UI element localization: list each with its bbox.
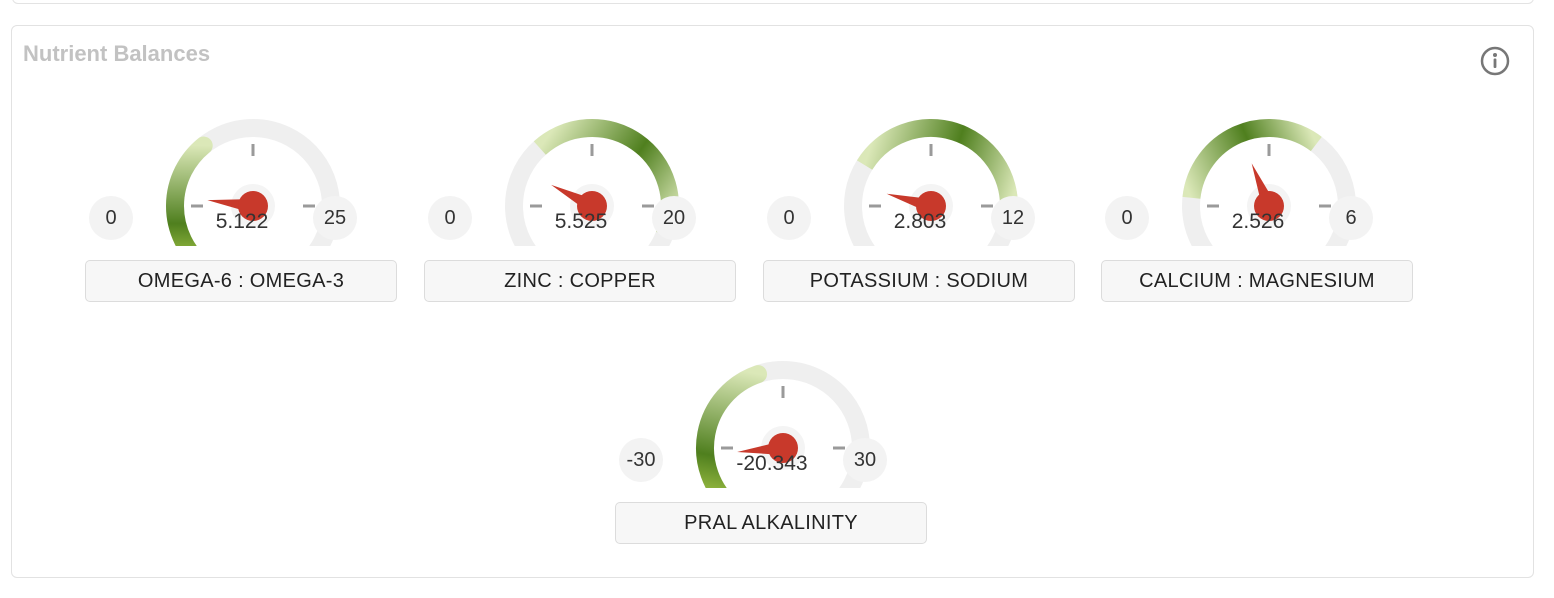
gauge-max-label: 20 [652, 196, 696, 240]
gauge-max-label: 30 [843, 438, 887, 482]
gauge-potassium-sodium: 0 12 2.803 POTASSIUM : SODIUM [763, 86, 1075, 326]
gauge-value: 5.122 [215, 210, 269, 233]
gauge-green-band [856, 119, 1018, 212]
gauge-max-label: 12 [991, 196, 1035, 240]
info-icon[interactable] [1480, 46, 1510, 76]
gauge-name-button[interactable]: OMEGA-6 : OMEGA-3 [85, 260, 397, 302]
gauge-hub [577, 191, 607, 221]
gauge-green-band [696, 365, 768, 488]
gauge-hub [1254, 191, 1284, 221]
gauge-hub [768, 433, 798, 463]
gauge-max-label: 6 [1329, 196, 1373, 240]
gauge-pral-alkalinity: -30 30 -20.343 PRAL ALKALINITY [615, 328, 927, 568]
gauge-min-label: 0 [89, 196, 133, 240]
gauge-hub [238, 191, 268, 221]
gauge-name-button[interactable]: ZINC : COPPER [424, 260, 736, 302]
gauge-value: 2.803 [893, 210, 947, 233]
previous-panel-edge [12, 0, 1534, 4]
gauge-max-label: 25 [313, 196, 357, 240]
gauge-min-label: 0 [767, 196, 811, 240]
gauge-dial [844, 119, 1018, 246]
gauge-value: -20.343 [736, 452, 808, 475]
gauge-name-button[interactable]: CALCIUM : MAGNESIUM [1101, 260, 1413, 302]
gauge-green-band [1182, 119, 1322, 200]
gauge-zinc-copper: 0 20 5.525 ZINC : COPPER [424, 86, 736, 326]
gauge-value: 5.525 [554, 210, 608, 233]
gauge-min-label: 0 [428, 196, 472, 240]
gauge-value: 2.526 [1231, 210, 1285, 233]
nutrient-balances-panel: Nutrient Balances 0 25 5.122 OMEGA-6 : O… [11, 25, 1534, 578]
gauge-omega6-omega3: 0 25 5.122 OMEGA-6 : OMEGA-3 [85, 86, 397, 326]
gauge-min-label: -30 [619, 438, 663, 482]
gauge-min-label: 0 [1105, 196, 1149, 240]
gauge-calcium-magnesium: 0 6 2.526 CALCIUM : MAGNESIUM [1101, 86, 1413, 326]
gauge-green-band [166, 136, 213, 246]
gauge-hub [916, 191, 946, 221]
gauge-name-button[interactable]: PRAL ALKALINITY [615, 502, 927, 544]
panel-title: Nutrient Balances [23, 41, 211, 66]
gauge-name-button[interactable]: POTASSIUM : SODIUM [763, 260, 1075, 302]
